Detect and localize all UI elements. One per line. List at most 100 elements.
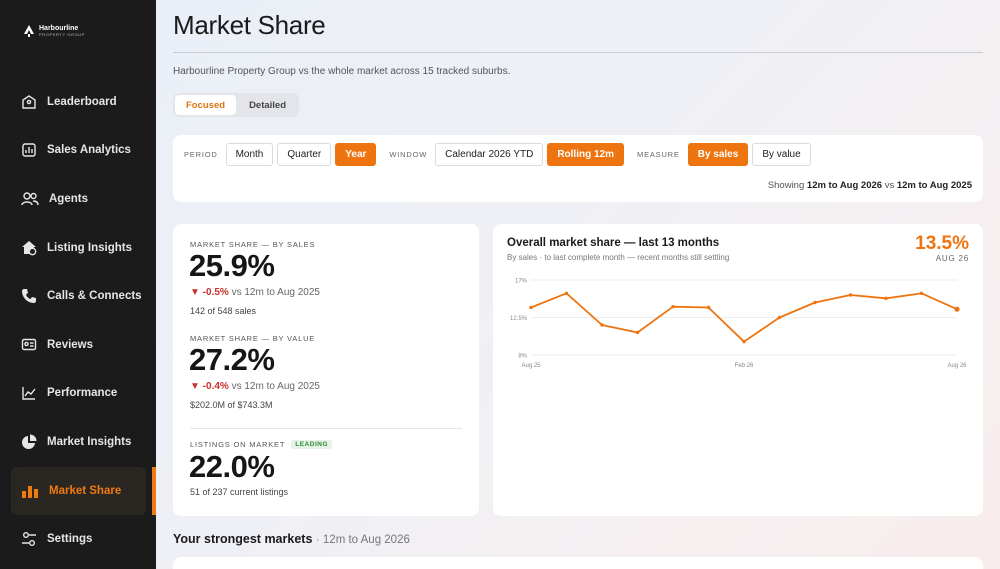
measure-label: MEASURE <box>637 150 680 159</box>
sidebar-item-label: Settings <box>47 533 93 545</box>
data-point <box>529 305 533 310</box>
y-tick-label: 12.5% <box>510 316 528 322</box>
house-icon <box>22 241 37 256</box>
data-point <box>635 330 640 335</box>
value-delta-comparison: vs 12m to Aug 2025 <box>231 381 320 392</box>
window-rolling-12m-button[interactable]: Rolling 12m <box>547 143 625 166</box>
sidebar-item-market-share[interactable]: Market Share <box>11 467 146 515</box>
phone-icon <box>22 289 36 303</box>
showing-prefix: Showing <box>767 180 805 191</box>
measure-by-value-button[interactable]: By value <box>752 143 811 166</box>
brand-name: Harbourline <box>39 25 79 32</box>
review-icon <box>21 338 37 351</box>
sales-share-delta: ▼ -0.5% vs 12m to Aug 2025 <box>190 287 320 298</box>
y-tick-label: 8% <box>518 354 527 360</box>
sales-delta-comparison: vs 12m to Aug 2025 <box>231 287 320 298</box>
sidebar-item-listing-insights[interactable]: Listing Insights <box>11 224 146 272</box>
data-point <box>813 300 817 305</box>
current-share-value: 13.5% <box>915 233 969 254</box>
metrics-divider <box>190 428 462 429</box>
listings-share-label: LISTINGS ON MARKET LEADING <box>190 440 332 449</box>
listings-share-value: 22.0% <box>189 449 275 484</box>
title-divider <box>173 52 983 53</box>
sidebar-item-leaderboard[interactable]: Leaderboard <box>11 78 146 126</box>
showing-current-period: 12m to Aug 2026 <box>806 180 883 191</box>
strongest-markets-heading: Your strongest markets · 12m to Aug 2026 <box>173 532 410 546</box>
leading-badge: LEADING <box>291 440 332 449</box>
sidebar-item-label: Sales Analytics <box>47 144 131 156</box>
window-label: WINDOW <box>389 150 428 159</box>
x-tick-label: Feb 26 <box>735 363 754 369</box>
sidebar-item-label: Market Insights <box>47 436 132 448</box>
page-subtitle: Harbourline Property Group vs the whole … <box>173 66 511 77</box>
chart-card: Overall market share — last 13 months By… <box>493 224 983 516</box>
sidebar-item-label: Listing Insights <box>47 242 132 254</box>
sidebar-item-market-insights[interactable]: Market Insights <box>11 418 146 466</box>
sidebar-item-label: Leaderboard <box>47 96 117 108</box>
chart-title: Overall market share — last 13 months <box>507 237 720 249</box>
sidebar-item-sales-analytics[interactable]: Sales Analytics <box>11 126 146 174</box>
pie-chart-icon <box>22 434 37 449</box>
period-label: PERIOD <box>184 150 218 159</box>
metrics-card: MARKET SHARE — BY SALES 25.9% ▼ -0.5% vs… <box>173 224 479 516</box>
data-point <box>884 296 888 301</box>
sales-share-value: 25.9% <box>189 248 275 283</box>
data-point <box>600 323 604 327</box>
value-share-delta: ▼ -0.4% vs 12m to Aug 2025 <box>190 381 320 392</box>
sidebar-item-performance[interactable]: Performance <box>11 369 146 417</box>
sidebar-item-settings[interactable]: Settings <box>11 515 146 563</box>
data-point <box>777 315 782 320</box>
data-point <box>706 305 711 310</box>
sidebar-item-label: Performance <box>47 387 118 399</box>
strongest-markets-card <box>173 557 983 569</box>
view-toggle: Focused Detailed <box>173 93 300 117</box>
period-quarter-button[interactable]: Quarter <box>277 143 332 166</box>
sales-share-label: MARKET SHARE — BY SALES <box>190 240 316 249</box>
period-year-button[interactable]: Year <box>335 143 377 166</box>
listings-share-note: 51 of 237 current listings <box>190 487 289 497</box>
listings-label-text: LISTINGS ON MARKET <box>190 440 286 449</box>
data-point <box>848 293 853 297</box>
sidebar: Harbourline PROPERTY GROUP Leaderboard S… <box>0 0 156 569</box>
strongest-markets-period: · 12m to Aug 2026 <box>315 534 410 546</box>
sidebar-item-label: Agents <box>49 193 88 205</box>
view-detailed-button[interactable]: Detailed <box>249 99 287 111</box>
value-share-value: 27.2% <box>189 342 275 377</box>
period-month-button[interactable]: Month <box>225 143 274 166</box>
data-point <box>742 339 746 344</box>
sidebar-item-label: Calls & Connects <box>47 290 142 302</box>
sidebar-item-agents[interactable]: Agents <box>11 175 146 223</box>
value-share-label: MARKET SHARE — BY VALUE <box>190 334 316 343</box>
tag-icon <box>22 95 36 109</box>
strongest-markets-title: Your strongest markets <box>173 532 313 546</box>
showing-summary: Showing 12m to Aug 2026 vs 12m to Aug 20… <box>768 180 972 191</box>
window-calendar-ytd-button[interactable]: Calendar 2026 YTD <box>435 143 544 166</box>
market-share-line-chart: 17% 12.5% 8% Aug 25 Feb 26 Aug 26 <box>510 279 967 370</box>
sidebar-item-reviews[interactable]: Reviews <box>11 321 146 369</box>
view-focused-button[interactable]: Focused <box>175 95 237 115</box>
chart-subtitle: By sales · to last complete month — rece… <box>507 253 730 262</box>
line-chart-icon <box>22 387 36 400</box>
y-tick-label: 17% <box>515 279 528 285</box>
value-share-note: $202.0M of $743.3M <box>190 400 273 410</box>
page-title: Market Share <box>173 10 326 40</box>
value-delta-value: ▼ -0.4% <box>190 381 229 392</box>
brand-subtitle: PROPERTY GROUP <box>39 32 86 37</box>
bar-chart-icon <box>22 486 38 498</box>
measure-by-sales-button[interactable]: By sales <box>687 143 749 166</box>
data-point <box>671 304 675 309</box>
settings-icon <box>22 532 36 546</box>
people-icon <box>21 192 39 206</box>
current-share-date: AUG 26 <box>935 254 969 263</box>
x-tick-label: Aug 26 <box>947 363 967 369</box>
data-point <box>564 291 569 296</box>
active-indicator <box>152 467 156 515</box>
data-point <box>954 306 960 312</box>
showing-vs: vs <box>884 180 895 191</box>
sales-delta-value: ▼ -0.5% <box>190 287 229 298</box>
sidebar-item-calls-connects[interactable]: Calls & Connects <box>11 272 146 320</box>
logo-mark-icon <box>24 25 34 37</box>
sales-share-note: 142 of 548 sales <box>190 306 257 316</box>
showing-compare-period: 12m to Aug 2025 <box>896 180 972 191</box>
brand-logo[interactable]: Harbourline PROPERTY GROUP <box>24 25 85 37</box>
